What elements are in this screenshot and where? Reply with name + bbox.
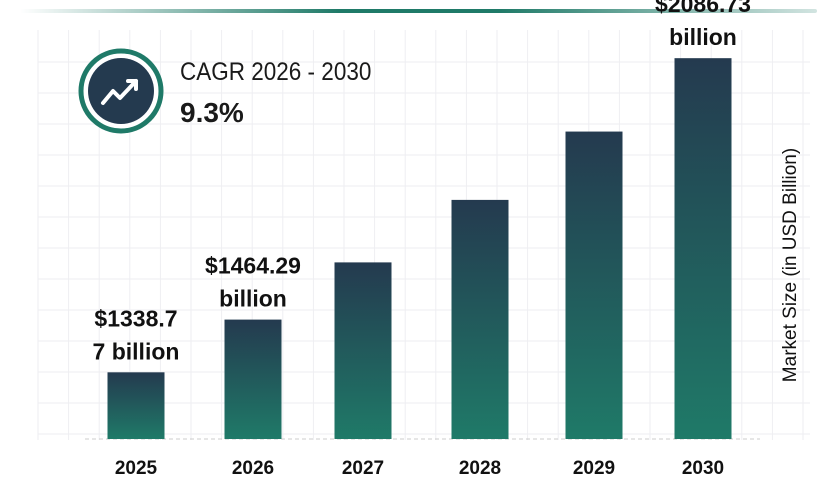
bar-2026 xyxy=(224,319,282,439)
x-tick-label: 2027 xyxy=(342,458,384,479)
trend-up-icon xyxy=(78,48,164,134)
cagr-title: CAGR 2026 - 2030 xyxy=(180,58,372,86)
bar-2028 xyxy=(451,199,509,439)
bar-2027 xyxy=(334,262,392,439)
data-label: $1338.7 xyxy=(94,305,177,331)
cagr-value: 9.3% xyxy=(180,97,244,128)
x-tick-label: 2029 xyxy=(573,458,615,479)
x-tick-label: 2026 xyxy=(232,458,274,479)
bar-2029 xyxy=(565,131,623,439)
bar-2030 xyxy=(674,58,732,439)
y-axis-label: Market Size (in USD Billion) xyxy=(780,147,801,383)
x-tick-label: 2028 xyxy=(459,458,501,479)
x-tick-label: 2030 xyxy=(682,458,724,479)
x-tick-label: 2025 xyxy=(115,458,158,479)
data-label: billion xyxy=(219,286,287,312)
top-divider xyxy=(20,9,817,13)
data-label: billion xyxy=(669,24,737,50)
bar-2025 xyxy=(107,372,165,439)
data-label: 7 billion xyxy=(93,338,180,364)
data-label: $2086.73 xyxy=(655,0,751,17)
data-label: $1464.29 xyxy=(205,253,301,279)
